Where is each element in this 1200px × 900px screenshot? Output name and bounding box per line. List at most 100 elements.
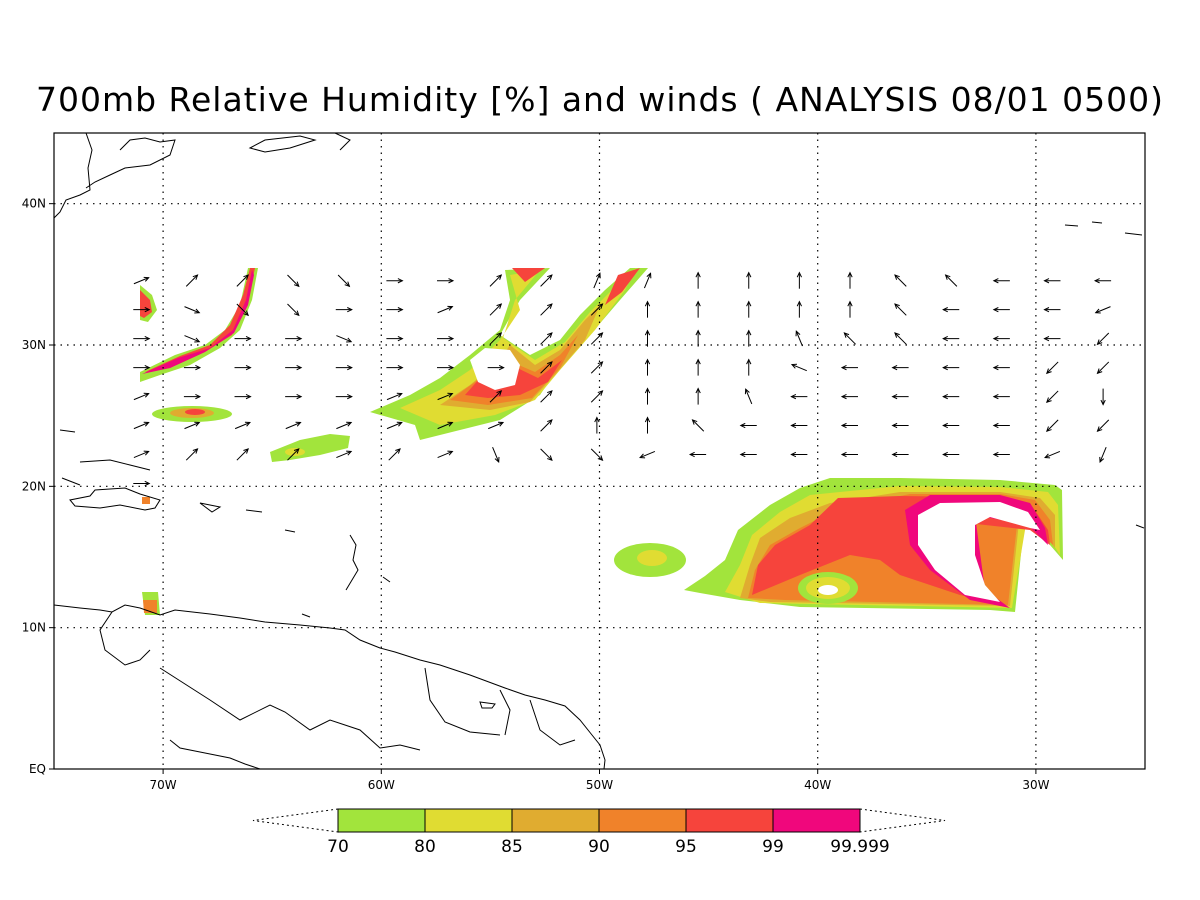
wind-arrow — [593, 272, 601, 289]
wind-arrow — [133, 392, 150, 401]
colorbar-segment — [598, 808, 687, 833]
wind-arrow — [590, 303, 604, 316]
wind-arrow — [644, 387, 651, 405]
wind-arrow — [388, 448, 401, 461]
wind-arrow — [992, 393, 1010, 400]
wind-arrow — [185, 448, 199, 461]
wind-arrow — [840, 364, 858, 371]
wind-arrow — [840, 393, 858, 400]
map-title: 700mb Relative Humidity [%] and winds ( … — [35, 80, 1165, 119]
wind-arrow — [744, 388, 753, 405]
colorbar-extend-high — [859, 808, 946, 833]
wind-arrow — [236, 274, 249, 287]
wind-arrow — [746, 300, 752, 318]
wind-arrow — [437, 278, 455, 284]
wind-arrow — [437, 336, 455, 342]
wind-arrow — [386, 421, 403, 430]
wind-arrow — [594, 416, 600, 434]
wind-arrow — [386, 307, 404, 313]
colorbar-segment — [424, 808, 513, 833]
wind-arrow — [133, 450, 150, 459]
wind-arrow — [992, 336, 1010, 342]
wind-arrow — [796, 300, 802, 318]
wind-arrow — [488, 421, 505, 430]
wind-arrow — [942, 422, 960, 429]
wind-arrow — [1096, 332, 1110, 346]
wind-arrow — [285, 336, 303, 342]
wind-arrow — [183, 364, 202, 371]
colorbar-segment — [772, 808, 861, 833]
eastern-atlantic-islands — [1064, 221, 1145, 529]
wind-arrow — [489, 274, 503, 287]
central-moisture-band — [370, 268, 648, 440]
wind-arrow — [386, 336, 404, 342]
wind-arrow — [891, 364, 909, 371]
inland-borders — [159, 667, 576, 751]
wind-arrow — [183, 393, 202, 400]
wind-arrow — [540, 332, 553, 345]
colorbar-label: 99.999 — [830, 837, 889, 857]
shade-80 — [400, 268, 636, 425]
wind-arrow — [336, 450, 353, 459]
east-moisture-region — [614, 478, 1063, 612]
wind-arrow — [335, 393, 353, 400]
wind-arrow — [843, 332, 857, 345]
colorbar-label: 80 — [414, 837, 436, 857]
wind-arrow — [1046, 390, 1059, 404]
wind-arrow — [847, 271, 853, 289]
wind-arrow — [234, 421, 251, 430]
coastlines — [54, 133, 1145, 769]
wind-arrow — [746, 271, 752, 289]
wind-arrow — [992, 364, 1010, 371]
colorbar-label: 70 — [327, 837, 349, 857]
colorbar-label: 95 — [675, 837, 697, 857]
wind-arrow — [184, 306, 201, 314]
wind-arrow — [287, 448, 300, 461]
wind-arrow — [891, 451, 909, 458]
wind-arrow — [133, 336, 151, 342]
wind-arrow — [285, 393, 303, 400]
wind-arrow — [386, 278, 404, 284]
wind-arrow — [185, 274, 199, 287]
wind-arrow — [840, 422, 858, 429]
wind-arrow — [790, 393, 808, 400]
shade-95 — [512, 268, 545, 282]
wind-arrow — [695, 387, 701, 405]
wind-arrow — [644, 358, 651, 376]
lon-tick-label: 70W — [150, 778, 177, 792]
wind-arrow — [489, 332, 503, 345]
wind-arrow — [437, 305, 454, 314]
wind-arrow — [891, 393, 909, 400]
wind-arrow — [133, 307, 151, 313]
wind-arrow — [133, 480, 151, 487]
colorbar-segment — [685, 808, 774, 833]
wind-arrow — [1100, 388, 1106, 406]
wind-arrow — [942, 336, 960, 342]
wind-arrow — [840, 451, 858, 458]
colorbar-label: 99 — [762, 837, 784, 857]
wind-arrow — [336, 335, 353, 343]
shade-95 — [140, 290, 152, 318]
wind-arrow — [386, 364, 404, 371]
colorbar: 70 80 85 90 95 99 99.999 — [252, 808, 946, 857]
wind-arrow — [691, 419, 705, 432]
wind-arrow — [133, 421, 150, 430]
wind-arrow — [1043, 278, 1061, 284]
shade-99 — [142, 270, 254, 374]
wind-arrow — [236, 303, 249, 317]
wind-arrow — [942, 307, 960, 313]
wind-arrow — [795, 330, 803, 347]
map-axes: 70W 60W 50W 40W 30W EQ 10N 20N 30N 40N — [22, 197, 1050, 792]
wind-arrow — [1046, 419, 1059, 433]
wind-arrow — [891, 422, 909, 429]
wind-arrow — [1046, 361, 1059, 375]
wind-vectors — [133, 271, 1112, 487]
wind-arrow — [847, 300, 853, 318]
shade-70 — [140, 268, 258, 382]
wind-arrow — [234, 364, 252, 371]
lon-tick-label: 60W — [368, 778, 395, 792]
wind-arrow — [992, 278, 1010, 284]
wind-arrow — [336, 421, 353, 430]
wind-arrow — [437, 392, 454, 401]
